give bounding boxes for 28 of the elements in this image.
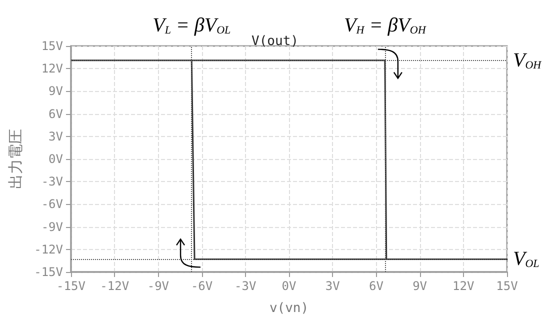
y-tick-label: 3V: [48, 129, 63, 144]
x-tick-label: 15V: [496, 279, 518, 293]
ref-line-label: VL = βVOL: [152, 14, 231, 36]
ref-line-label: VH = βVOH: [344, 14, 427, 36]
ref-line-label: VOH: [513, 49, 542, 72]
y-tick-label: 12V: [41, 62, 63, 76]
x-tick-label: 0V: [282, 279, 296, 293]
x-tick-label: 6V: [368, 279, 384, 293]
x-tick-label: 3V: [325, 279, 340, 293]
y-tick-label: 9V: [48, 84, 63, 98]
y-tick-label: -3V: [41, 174, 63, 189]
x-tick-label: 9V: [412, 279, 428, 293]
y-tick-label: -12V: [34, 242, 63, 256]
x-tick-label: 12V: [452, 279, 474, 293]
y-tick-label: -15V: [34, 265, 63, 279]
y-tick-label: 0V: [48, 152, 63, 166]
chart-title: V(out): [252, 34, 298, 49]
ref-line-label: VOL: [513, 248, 540, 270]
x-tick-label: -6V: [190, 279, 213, 293]
x-tick-label: -9V: [147, 279, 170, 293]
x-tick-label: -3V: [234, 279, 256, 293]
y-tick-label: 6V: [48, 106, 63, 121]
y-tick-label: 15V: [41, 39, 63, 53]
x-tick-label: -12V: [100, 279, 130, 293]
y-tick-label: -6V: [41, 197, 63, 212]
y-tick-label: -9V: [41, 220, 63, 234]
x-axis-title: v(vn): [269, 301, 309, 316]
y-axis-title: 出力電圧: [6, 129, 24, 189]
